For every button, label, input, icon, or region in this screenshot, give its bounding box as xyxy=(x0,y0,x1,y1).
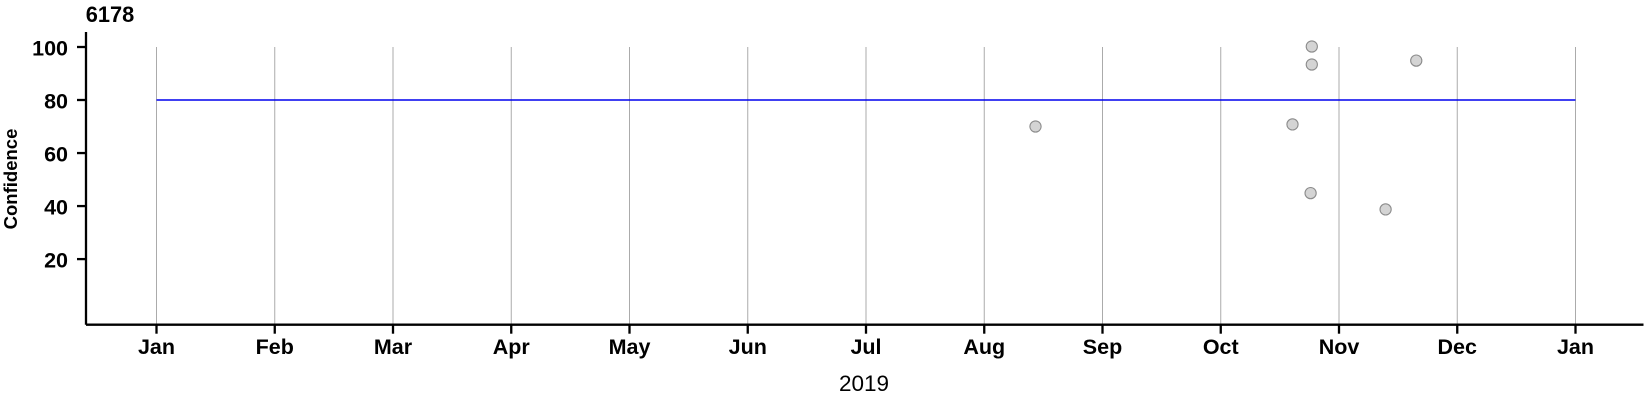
svg-text:Jan: Jan xyxy=(1557,335,1594,359)
svg-text:2019: 2019 xyxy=(839,371,889,396)
svg-text:80: 80 xyxy=(44,90,68,114)
svg-text:100: 100 xyxy=(32,37,68,61)
svg-text:Confidence: Confidence xyxy=(0,129,21,230)
svg-text:Feb: Feb xyxy=(256,335,294,359)
svg-text:Dec: Dec xyxy=(1438,335,1477,359)
svg-text:Oct: Oct xyxy=(1203,335,1239,359)
svg-text:Nov: Nov xyxy=(1319,335,1360,359)
svg-text:Aug: Aug xyxy=(963,335,1005,359)
svg-text:May: May xyxy=(609,335,651,359)
svg-text:6178: 6178 xyxy=(86,2,135,27)
svg-text:Apr: Apr xyxy=(493,335,531,359)
svg-text:Mar: Mar xyxy=(374,335,413,359)
svg-text:60: 60 xyxy=(44,143,68,167)
svg-text:40: 40 xyxy=(44,196,68,220)
svg-text:Jan: Jan xyxy=(138,335,175,359)
svg-text:Jun: Jun xyxy=(729,335,767,359)
svg-text:20: 20 xyxy=(44,249,68,273)
svg-text:Jul: Jul xyxy=(850,335,881,359)
svg-text:Sep: Sep xyxy=(1083,335,1122,359)
